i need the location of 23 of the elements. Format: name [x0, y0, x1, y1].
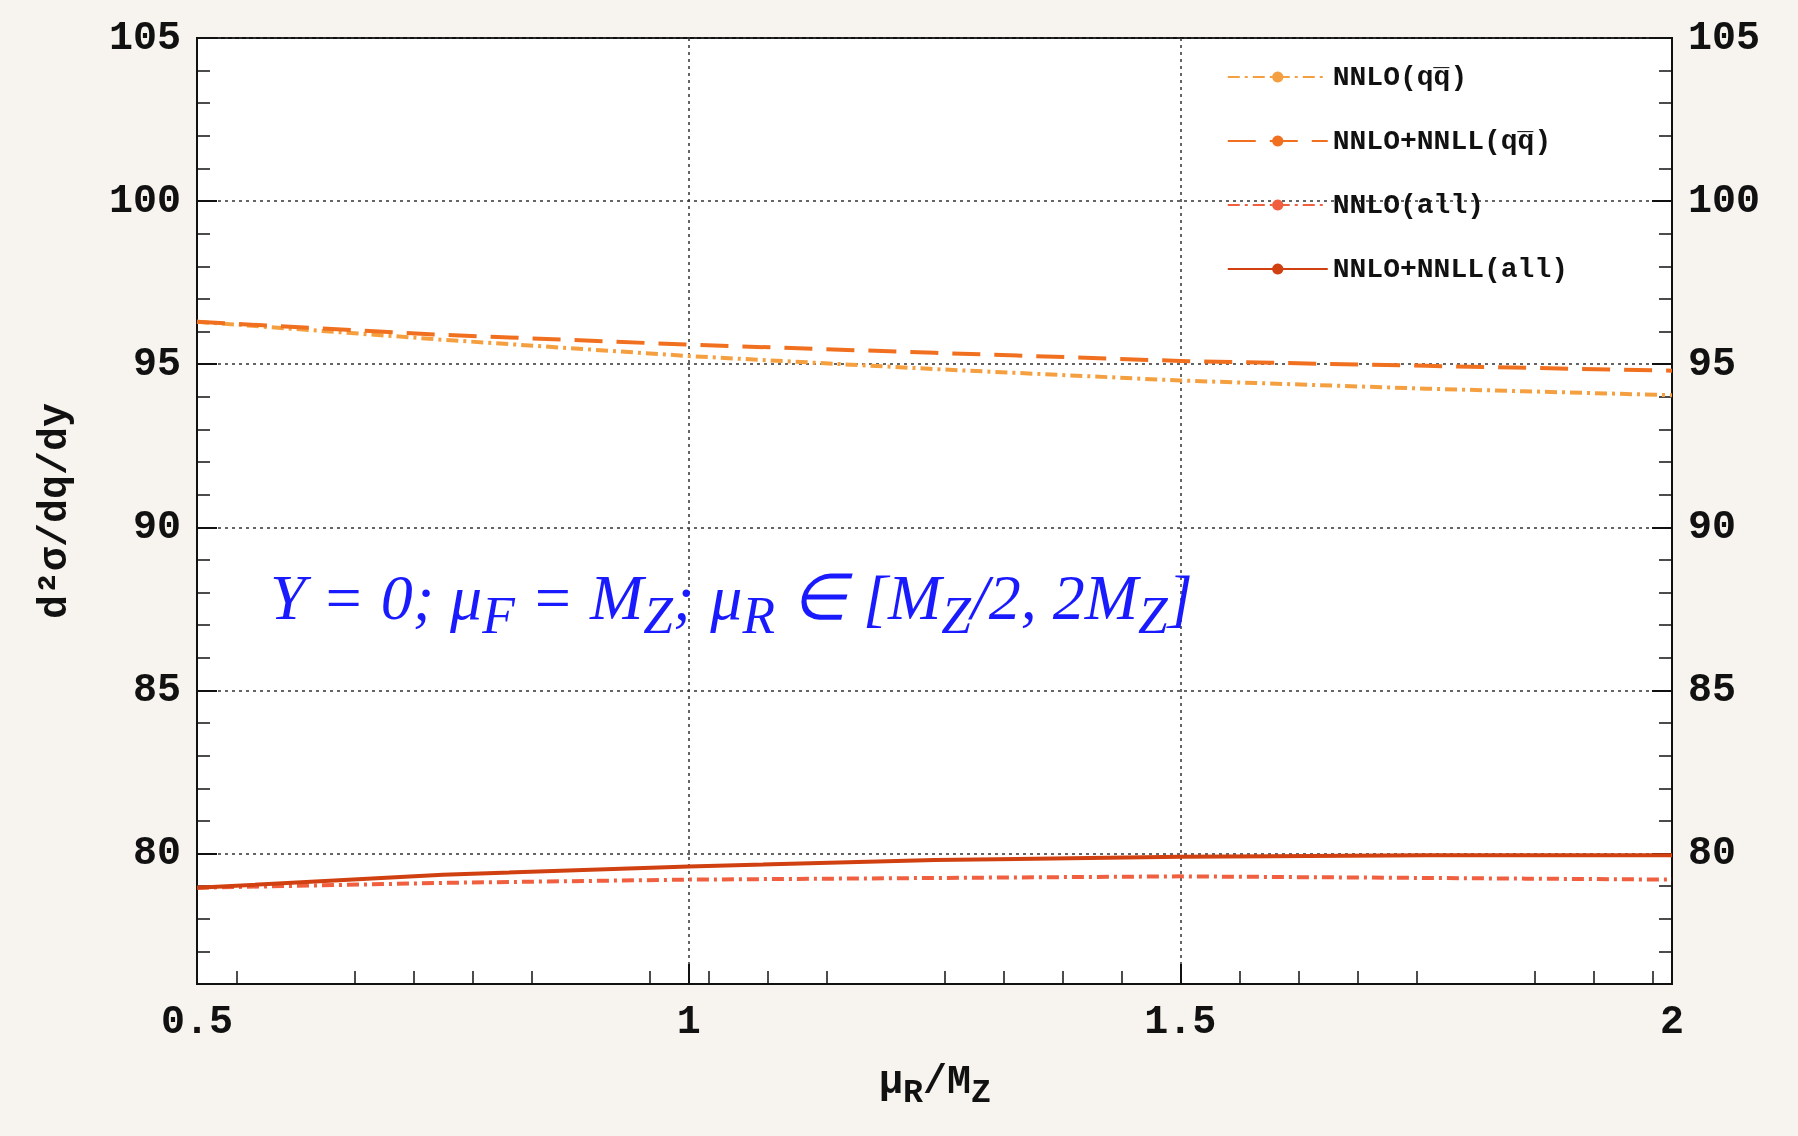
x-tick-label: 0.5: [160, 999, 234, 1045]
legend-label: NNLO+NNLL(qq̅): [1332, 125, 1552, 157]
legend-label: NNLO+NNLL(all): [1332, 253, 1569, 285]
x-tick-label: 2: [1659, 999, 1685, 1045]
y2-tick-label: 100: [1688, 178, 1761, 224]
y-tick-label: 90: [132, 504, 181, 550]
y-tick-label: 95: [132, 341, 181, 387]
y2-tick-label: 85: [1688, 667, 1737, 713]
y2-tick-label: 95: [1688, 341, 1737, 387]
y2-tick-label: 80: [1688, 831, 1737, 877]
x-tick-label: 1.5: [1144, 999, 1217, 1045]
y2-tick-label: 90: [1688, 504, 1737, 550]
y-axis-title: d²σ/dq/dy: [32, 402, 78, 620]
text: Y = 0; μ$_{F}$ = M$_{Z}$; μ$_{R}$ ∈ [M$_{Z}$/2, 2M$_{Z}$]: [270, 562, 1193, 645]
y-tick-label: 85: [132, 667, 181, 713]
legend-label: NNLO(all): [1332, 189, 1484, 221]
x-axis-title: μ$_{R}$/M$_{Z}$: [878, 1060, 992, 1112]
y-tick-label: 105: [108, 15, 181, 61]
y-tick-label: 100: [108, 178, 181, 224]
y2-tick-label: 105: [1688, 15, 1761, 61]
y-tick-label: 80: [132, 831, 181, 877]
x-tick-label: 1: [676, 999, 701, 1045]
legend-label: NNLO(qq̅): [1332, 61, 1468, 93]
